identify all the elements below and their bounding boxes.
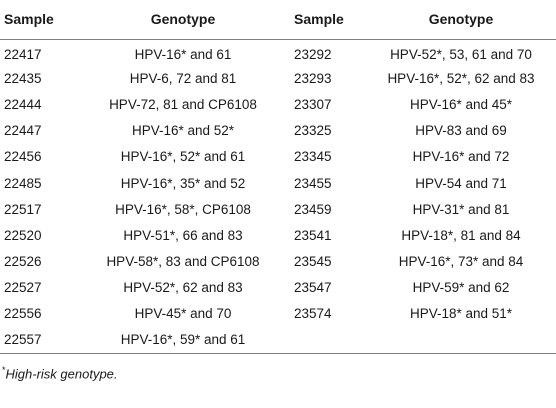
sample-cell-left: 22447 [4, 123, 42, 139]
genotype-cell-left: HPV-72, 81 and CP6108 [109, 96, 257, 112]
genotype-cell-left: HPV-16* and 61 [134, 46, 232, 62]
sample-cell-left: 22435 [4, 70, 42, 86]
table-row: 22447 HPV-16* and 52* 23325 HPV-83 and 69 [0, 118, 556, 144]
table-row: 22456 HPV-16*, 52* and 61 23345 HPV-16* and… [0, 144, 556, 170]
genotype-cell-right: HPV-83 and 69 [415, 123, 507, 139]
genotype-cell-right: HPV-18* and 51* [409, 306, 513, 322]
header-sample-right: Sample [294, 11, 344, 28]
genotype-cell-right: HPV-52*, 53, 61 and 70 [390, 46, 532, 62]
genotype-cell-left: HPV-58*, 83 and CP6108 [106, 254, 260, 270]
genotype-cell-left: HPV-16* and 52* [131, 123, 235, 139]
footnote: *High-risk genotype. [0, 365, 118, 381]
sample-cell-left: 22456 [4, 149, 42, 165]
sample-cell-right: 23345 [294, 149, 332, 165]
sample-cell-right: 23293 [294, 70, 332, 86]
genotype-cell-left: HPV-16*, 59* and 61 [120, 332, 246, 348]
table-row: 22444 HPV-72, 81 and CP6108 23307 HPV-16* a… [0, 91, 556, 117]
genotype-table-container: Sample Genotype Sample Genotype 22417 HPV… [0, 0, 556, 354]
table-row: 22485 HPV-16*, 35* and 52 23455 HPV-54 and … [0, 170, 556, 196]
genotype-cell-right: HPV-16*, 73* and 84 [398, 254, 524, 270]
sample-cell-left: 22444 [4, 96, 42, 112]
genotype-table: Sample Genotype Sample Genotype 22417 HPV… [0, 0, 556, 354]
sample-cell-left: 22417 [4, 46, 42, 62]
table-row: 22556 HPV-45* and 70 23574 HPV-18* and 51* [0, 301, 556, 327]
table-row: 22557 HPV-16*, 59* and 61 [0, 327, 556, 354]
genotype-cell-left: HPV-51*, 66 and 83 [123, 227, 243, 243]
table-header: Sample Genotype Sample Genotype [0, 0, 556, 39]
sample-cell-right: 23541 [294, 227, 332, 243]
genotype-cell-right: HPV-16* and 45* [409, 96, 513, 112]
sample-cell-right [290, 327, 366, 353]
sample-cell-right: 23459 [294, 201, 332, 217]
genotype-cell-left: HPV-45* and 70 [134, 306, 232, 322]
footnote-text: High-risk genotype. [5, 366, 118, 382]
header-row: Sample Genotype Sample Genotype [0, 0, 556, 39]
genotype-cell-right: HPV-16*, 52*, 62 and 83 [387, 70, 535, 86]
footnote-marker: * [2, 365, 6, 375]
table-row: 22417 HPV-16* and 61 23292 HPV-52*, 53, 61 … [0, 39, 556, 65]
sample-cell-right: 23574 [294, 306, 332, 322]
header-genotype-left: Genotype [150, 11, 216, 28]
genotype-cell-right: HPV-16* and 72 [412, 149, 510, 165]
sample-cell-right: 23307 [294, 96, 332, 112]
sample-cell-right: 23547 [294, 280, 332, 296]
sample-cell-left: 22556 [4, 306, 42, 322]
genotype-cell-right: HPV-31* and 81 [412, 201, 510, 217]
table-row: 22435 HPV-6, 72 and 81 23293 HPV-16*, 52*, … [0, 65, 556, 91]
table-row: 22526 HPV-58*, 83 and CP6108 23545 HPV-16*,… [0, 249, 556, 275]
sample-cell-right: 23455 [294, 175, 332, 191]
header-genotype-right: Genotype [428, 11, 494, 28]
genotype-cell-right: HPV-54 and 71 [415, 175, 507, 191]
genotype-cell-left: HPV-16*, 58*, CP6108 [115, 201, 251, 217]
sample-cell-left: 22520 [4, 227, 42, 243]
sample-cell-right: 23292 [294, 46, 332, 62]
genotype-cell-left: HPV-52*, 62 and 83 [123, 280, 243, 296]
sample-cell-left: 22527 [4, 280, 42, 296]
header-sample-left: Sample [4, 11, 54, 28]
genotype-cell-left: HPV-16*, 35* and 52 [120, 175, 246, 191]
sample-cell-right: 23545 [294, 254, 332, 270]
sample-cell-left: 22557 [4, 332, 42, 348]
table-body: 22417 HPV-16* and 61 23292 HPV-52*, 53, 61 … [0, 39, 556, 354]
genotype-cell-left: HPV-16*, 52* and 61 [120, 149, 246, 165]
sample-cell-right: 23325 [294, 123, 332, 139]
table-row: 22517 HPV-16*, 58*, CP6108 23459 HPV-31* an… [0, 196, 556, 222]
table-row: 22520 HPV-51*, 66 and 83 23541 HPV-18*, 81 … [0, 222, 556, 248]
sample-cell-left: 22517 [4, 201, 42, 217]
genotype-cell-right: HPV-59* and 62 [412, 280, 510, 296]
genotype-cell-left: HPV-6, 72 and 81 [129, 70, 237, 86]
sample-cell-left: 22526 [4, 254, 42, 270]
genotype-cell-right: HPV-18*, 81 and 84 [401, 227, 521, 243]
genotype-cell-right [366, 327, 556, 353]
table-row: 22527 HPV-52*, 62 and 83 23547 HPV-59* and … [0, 275, 556, 301]
sample-cell-left: 22485 [4, 175, 42, 191]
